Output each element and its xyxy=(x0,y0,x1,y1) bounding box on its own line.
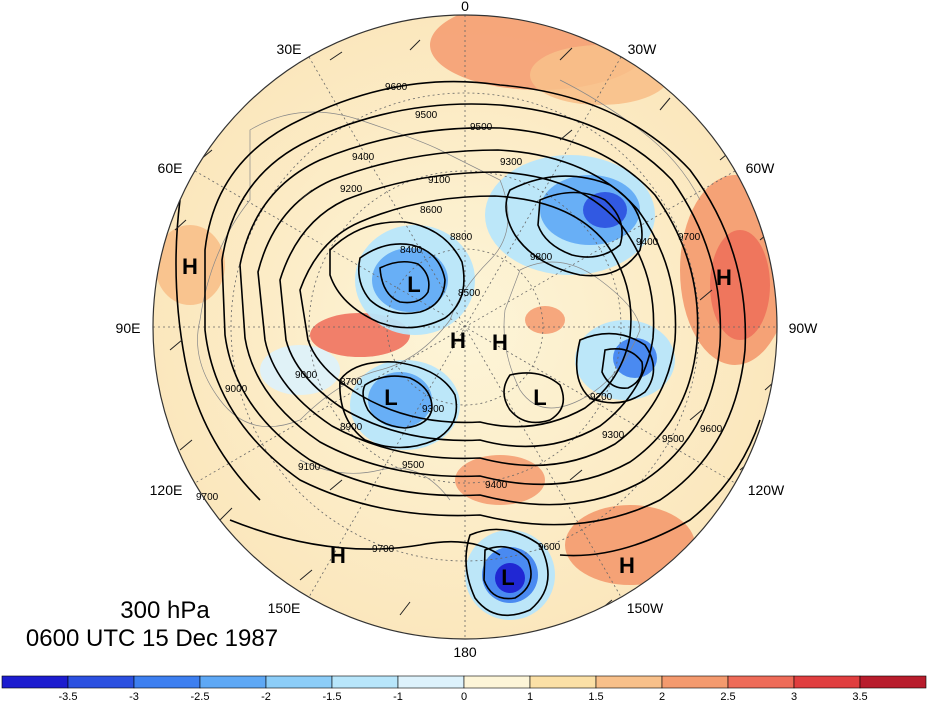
low-center: L xyxy=(407,272,420,297)
contour-label: 9000 xyxy=(295,370,318,381)
colorbar-tick-label: -1.5 xyxy=(323,691,342,702)
high-center: H xyxy=(716,265,732,290)
colorbar-box xyxy=(859,675,927,689)
contour-label: 9100 xyxy=(428,175,451,186)
contour-label: 8600 xyxy=(420,205,443,216)
colorbar-labels: -3.5 -3 -2.5 -2 -1.5 -1 0 1 1.5 2 2.5 3 3.5 xyxy=(59,691,868,702)
colorbar-box xyxy=(331,675,399,689)
lon-label: 0 xyxy=(461,0,469,14)
map-title: 300 hPa 0600 UTC 15 Dec 1987 xyxy=(26,597,278,652)
height-contours xyxy=(175,80,761,617)
contour-label: 9600 xyxy=(538,542,561,553)
colorbar-tick-label: 0 xyxy=(461,691,467,702)
lon-label: 90W xyxy=(789,320,819,336)
colorbar-tick-label: 3.5 xyxy=(852,691,867,702)
lon-label: 150W xyxy=(627,600,664,616)
contour-label: 9400 xyxy=(636,237,659,248)
contour-label: 9200 xyxy=(590,392,613,403)
contour-label: 9800 xyxy=(530,252,553,263)
graticule xyxy=(153,15,777,639)
contour-labels: 9600 9500 9500 9300 9400 9200 9100 9800 … xyxy=(196,82,723,555)
low-center: L xyxy=(501,565,514,590)
colorbar-box xyxy=(67,675,135,689)
low-center: L xyxy=(384,385,397,410)
lon-label: 60E xyxy=(158,160,183,176)
contour-label: 9500 xyxy=(662,434,685,445)
colorbar-box xyxy=(133,675,201,689)
contour-label: 9600 xyxy=(385,82,408,93)
high-center: H xyxy=(330,543,346,568)
colorbar-box xyxy=(265,675,333,689)
contour-label: 8800 xyxy=(450,232,473,243)
lon-label: 30W xyxy=(628,41,658,57)
colorbar-tick-label: -3.5 xyxy=(59,691,78,702)
contour-label: 9400 xyxy=(485,480,508,491)
contour-label: 9100 xyxy=(298,462,321,473)
contour-label: 9300 xyxy=(422,404,445,415)
time-label: 0600 UTC 15 Dec 1987 xyxy=(26,625,278,652)
lon-label: 180 xyxy=(453,644,477,660)
colorbar-tick-label: 1 xyxy=(527,691,533,702)
lon-label: 30E xyxy=(277,41,302,57)
colorbar-box xyxy=(1,675,69,689)
colorbar-tick-label: -2.5 xyxy=(191,691,210,702)
high-center: H xyxy=(182,254,198,279)
colorbar-box xyxy=(793,675,861,689)
high-center: H xyxy=(619,553,635,578)
coastlines xyxy=(197,79,701,501)
colorbar-box xyxy=(463,675,531,689)
contour-label: 9600 xyxy=(700,424,723,435)
colorbar-box xyxy=(727,675,795,689)
lon-label: 150E xyxy=(268,600,301,616)
contour-label: 9200 xyxy=(340,184,363,195)
colorbar-tick-label: 2.5 xyxy=(720,691,735,702)
colorbar-box xyxy=(661,675,729,689)
contour-label: 8400 xyxy=(400,245,423,256)
contour-label: 9700 xyxy=(372,544,395,555)
level-label: 300 hPa xyxy=(120,597,210,624)
colorbar-tick-label: -1 xyxy=(393,691,403,702)
contour-label: 9000 xyxy=(225,384,248,395)
longitude-labels: 0 30W 60W 90W 120W 150W 180 150E 120E 90… xyxy=(116,0,819,660)
contour-label: 9300 xyxy=(500,157,523,168)
colorbar-tick-label: 1.5 xyxy=(588,691,603,702)
contour-label: 9500 xyxy=(415,110,438,121)
lon-label: 120E xyxy=(150,482,183,498)
colorbar-box xyxy=(529,675,597,689)
lon-label: 90E xyxy=(116,320,141,336)
contour-label: 8700 xyxy=(340,377,363,388)
colorbar-tick-label: -3 xyxy=(129,691,139,702)
colorbar xyxy=(1,675,927,689)
high-center: H xyxy=(492,330,508,355)
pressure-centers: H H H H L H L L L H L xyxy=(182,254,732,590)
map-boundary xyxy=(152,14,778,640)
contour-label: 9300 xyxy=(602,430,625,441)
colorbar-tick-label: 2 xyxy=(659,691,665,702)
colorbar-tick-label: 3 xyxy=(791,691,797,702)
contour-label: 9700 xyxy=(196,492,219,503)
lon-label: 120W xyxy=(748,482,785,498)
colorbar-tick-label: -2 xyxy=(261,691,271,702)
colorbar-box xyxy=(595,675,663,689)
lon-label: 60W xyxy=(746,160,776,176)
low-center: L xyxy=(533,385,546,410)
contour-label: 9700 xyxy=(678,232,701,243)
contour-label: 9400 xyxy=(352,152,375,163)
contour-label: 8900 xyxy=(340,422,363,433)
colorbar-box xyxy=(199,675,267,689)
contour-label: 9500 xyxy=(470,122,493,133)
contour-label: 9500 xyxy=(402,460,425,471)
high-center: H xyxy=(450,328,466,353)
contour-label: 8500 xyxy=(458,288,481,299)
colorbar-box xyxy=(397,675,465,689)
